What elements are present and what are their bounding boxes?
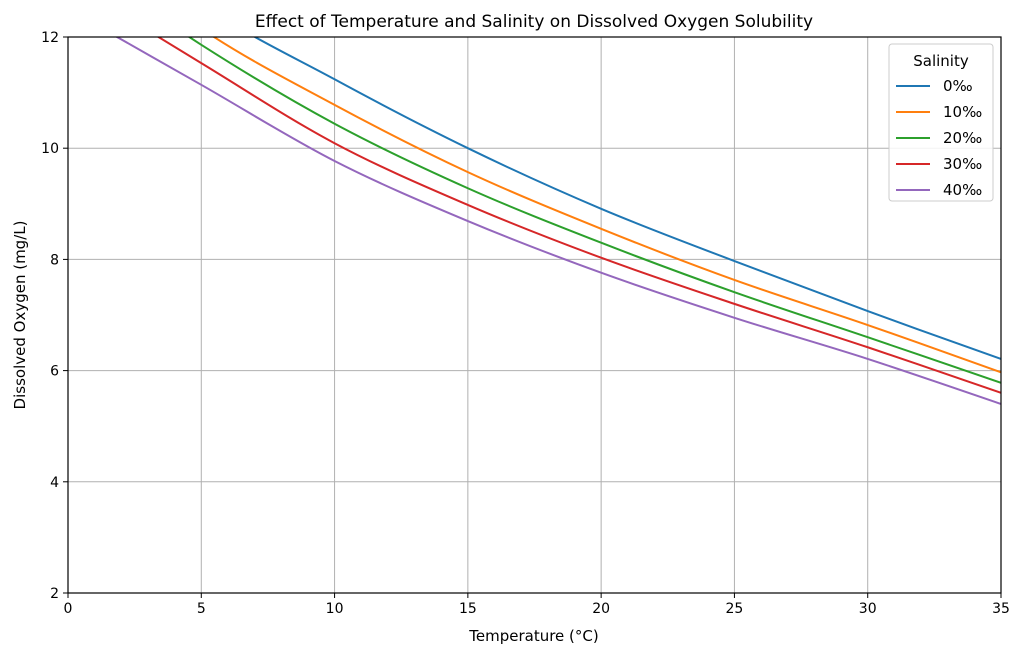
legend-label: 0‰ xyxy=(943,77,973,95)
x-tick-label: 35 xyxy=(992,601,1010,617)
x-tick-label: 0 xyxy=(64,601,73,617)
series-line-4 xyxy=(115,37,1001,405)
legend-title: Salinity xyxy=(913,52,969,70)
ticks: 0 5 10 15 20 25 30 35 2 4 6 8 10 12 xyxy=(41,30,1010,617)
y-tick-label: 2 xyxy=(50,586,59,602)
series-line-0 xyxy=(252,37,1001,360)
legend-box xyxy=(888,43,994,202)
series-line-3 xyxy=(156,37,1001,394)
legend: Salinity 0‰ 10‰ 20‰ 30‰ 40‰ xyxy=(888,43,994,202)
series-line-1 xyxy=(212,37,1001,374)
x-tick-label: 30 xyxy=(859,601,877,617)
chart-title: Effect of Temperature and Salinity on Di… xyxy=(255,12,813,32)
x-axis-label: Temperature (°C) xyxy=(468,627,598,645)
grid xyxy=(67,36,1002,594)
x-tick-label: 10 xyxy=(326,601,344,617)
legend-label: 40‰ xyxy=(943,181,982,199)
y-tick-label: 12 xyxy=(41,30,59,46)
y-tick-label: 8 xyxy=(50,252,59,268)
y-tick-label: 6 xyxy=(50,364,59,380)
plot-frame xyxy=(67,36,1002,594)
y-axis-label: Dissolved Oxygen (mg/L) xyxy=(11,221,29,410)
legend-label: 10‰ xyxy=(943,103,982,121)
x-tick-label: 25 xyxy=(726,601,744,617)
legend-label: 20‰ xyxy=(943,129,982,147)
series-lines xyxy=(115,37,1001,405)
x-tick-label: 15 xyxy=(459,601,477,617)
x-tick-label: 20 xyxy=(592,601,610,617)
x-tick-label: 5 xyxy=(197,601,206,617)
y-tick-label: 4 xyxy=(50,475,59,491)
y-tick-label: 10 xyxy=(41,141,59,157)
series-line-2 xyxy=(187,37,1001,384)
legend-label: 30‰ xyxy=(943,155,982,173)
